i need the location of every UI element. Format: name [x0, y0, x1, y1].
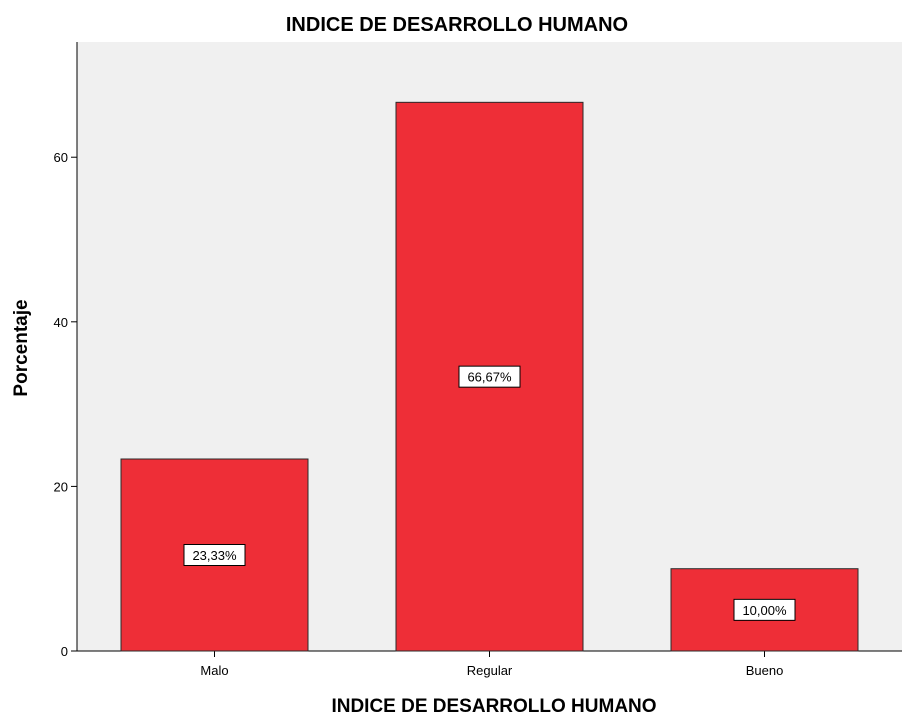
x-tick-label: Regular: [467, 663, 513, 678]
y-tick-label: 60: [54, 150, 68, 165]
bar-bueno: [670, 568, 859, 652]
x-axis: Malo Regular Bueno: [77, 650, 902, 678]
data-labels: 23,33% 66,67% 10,00%: [183, 365, 796, 621]
y-axis: 0 20 40 60: [54, 42, 78, 659]
chart-title: INDICE DE DESARROLLO HUMANO: [286, 14, 628, 36]
y-tick-label: 20: [54, 479, 68, 494]
x-tick-label: Malo: [200, 663, 228, 678]
data-label: 10,00%: [742, 603, 787, 618]
data-label-box: [733, 598, 796, 621]
data-label-box: [183, 544, 246, 567]
x-tick-label: Bueno: [746, 663, 784, 678]
y-axis-title: Porcentaje: [11, 299, 32, 396]
data-label: 23,33%: [192, 548, 237, 563]
y-tick-label: 0: [61, 644, 68, 659]
data-label-box: [458, 365, 521, 388]
x-axis-title: INDICE DE DESARROLLO HUMANO: [331, 696, 656, 716]
y-tick-label: 40: [54, 315, 68, 330]
data-label: 66,67%: [467, 370, 512, 385]
